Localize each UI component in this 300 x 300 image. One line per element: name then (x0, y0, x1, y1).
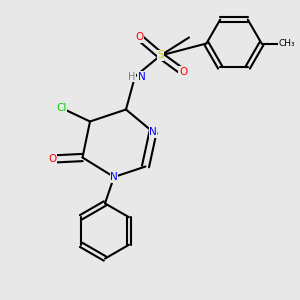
Text: N: N (110, 172, 118, 182)
Text: N: N (138, 71, 146, 82)
Text: O: O (48, 154, 57, 164)
Text: O: O (179, 67, 187, 77)
Text: N: N (149, 127, 157, 137)
Text: Cl: Cl (56, 103, 67, 113)
Text: CH₃: CH₃ (279, 39, 296, 48)
Text: H: H (128, 71, 135, 82)
Text: O: O (135, 32, 144, 43)
Text: S: S (157, 50, 164, 61)
